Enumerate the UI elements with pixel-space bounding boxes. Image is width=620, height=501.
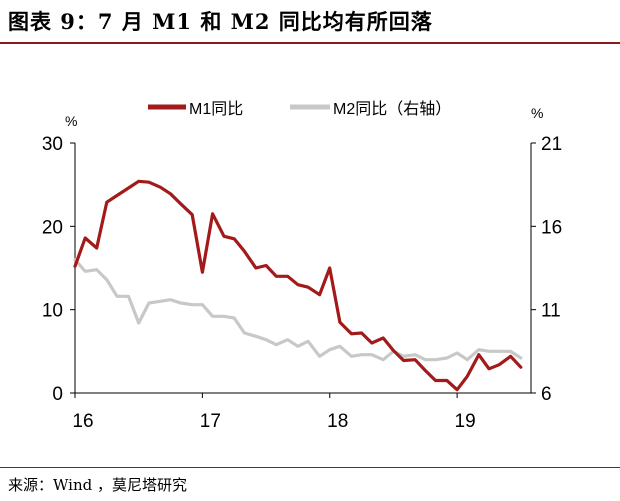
source-note: 来源：Wind ，莫尼塔研究 bbox=[8, 476, 187, 494]
x-tick-label: 19 bbox=[455, 411, 476, 432]
source-rule bbox=[0, 467, 620, 468]
right-tick-label: 6 bbox=[541, 384, 552, 405]
series-line-m2 bbox=[73, 258, 523, 362]
legend-label-m1: M1同比 bbox=[189, 100, 243, 118]
x-tick-label: 16 bbox=[72, 411, 93, 432]
title-rule bbox=[0, 42, 620, 44]
left-tick-label: 0 bbox=[52, 384, 63, 405]
right-tick-label: 21 bbox=[541, 134, 562, 155]
x-tick-label: 18 bbox=[327, 411, 348, 432]
left-tick-label: 20 bbox=[42, 217, 63, 238]
x-tick-label: 17 bbox=[200, 411, 221, 432]
left-tick-label: 30 bbox=[42, 134, 63, 155]
right-axis-unit: % bbox=[531, 105, 543, 121]
left-tick-label: 10 bbox=[42, 301, 63, 322]
right-tick-label: 11 bbox=[541, 301, 561, 322]
figure-title: 图表 9：7 月 M1 和 M2 同比均有所回落 bbox=[8, 9, 433, 34]
legend: M1同比 M2同比（右轴） bbox=[148, 100, 451, 118]
legend-label-m2: M2同比（右轴） bbox=[333, 100, 451, 118]
right-tick-label: 16 bbox=[541, 217, 562, 238]
series-line-m1 bbox=[73, 179, 523, 392]
left-axis-unit: % bbox=[65, 113, 77, 129]
